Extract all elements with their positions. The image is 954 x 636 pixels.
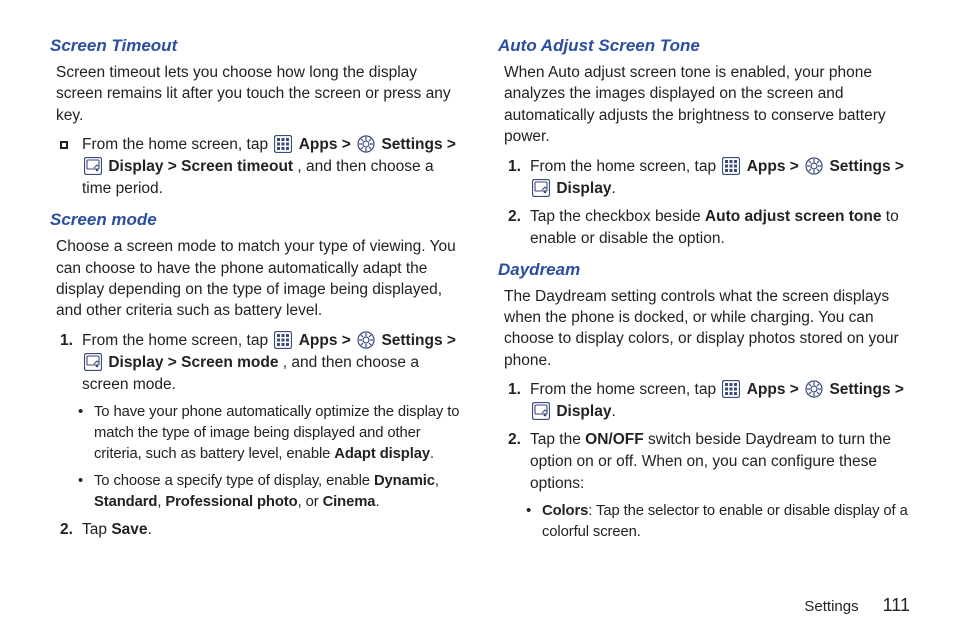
bold: Professional photo — [165, 494, 297, 510]
text: Tap — [82, 521, 111, 538]
heading-auto-adjust: Auto Adjust Screen Tone — [498, 36, 914, 56]
bold: Auto adjust screen tone — [705, 208, 882, 225]
footer-section: Settings — [804, 598, 858, 615]
bold: Save — [111, 521, 147, 538]
footer-page-number: 111 — [883, 595, 910, 616]
left-column: Screen Timeout Screen timeout lets you c… — [50, 34, 466, 549]
text: , or — [298, 494, 323, 510]
settings-label: Settings > — [829, 381, 904, 398]
display-label: Display — [556, 403, 611, 420]
page-footer: Settings 111 — [804, 595, 910, 616]
apps-icon — [274, 135, 292, 153]
display-label: Display > Screen timeout — [108, 158, 293, 175]
text: . — [611, 403, 615, 420]
text: From the home screen, tap — [530, 381, 720, 398]
heading-screen-mode: Screen mode — [50, 210, 466, 230]
step-auto-2: 2. Tap the checkbox beside Auto adjust s… — [508, 206, 914, 250]
apps-label: Apps > — [747, 158, 803, 175]
step-daydream-2: 2. Tap the ON/OFF switch beside Daydream… — [508, 429, 914, 495]
bold: ON/OFF — [585, 431, 644, 448]
apps-label: Apps > — [299, 332, 355, 349]
step-auto-1: 1. From the home screen, tap Apps > Sett… — [508, 156, 914, 200]
display-label: Display — [556, 180, 611, 197]
bullet-display-types: • To choose a specify type of display, e… — [78, 471, 466, 513]
step-mode-2: 2. Tap Save. — [60, 519, 466, 541]
bold: Dynamic — [374, 473, 435, 489]
settings-icon — [357, 331, 375, 349]
bold: Adapt display — [334, 446, 430, 462]
step-daydream-1: 1. From the home screen, tap Apps > Sett… — [508, 379, 914, 423]
text: From the home screen, tap — [82, 332, 272, 349]
display-icon — [84, 157, 102, 175]
text: : Tap the selector to enable or disable … — [542, 503, 908, 540]
square-bullet-icon — [60, 141, 68, 149]
display-label: Display > Screen mode — [108, 354, 278, 371]
apps-icon — [722, 380, 740, 398]
settings-label: Settings > — [381, 332, 456, 349]
apps-label: Apps > — [747, 381, 803, 398]
heading-screen-timeout: Screen Timeout — [50, 36, 466, 56]
settings-label: Settings > — [829, 158, 904, 175]
text: Tap the checkbox beside — [530, 208, 705, 225]
heading-daydream: Daydream — [498, 260, 914, 280]
text: From the home screen, tap — [530, 158, 720, 175]
text: To choose a specify type of display, ena… — [94, 473, 374, 489]
display-icon — [532, 402, 550, 420]
text: . — [611, 180, 615, 197]
intro-daydream: The Daydream setting controls what the s… — [504, 286, 908, 372]
bold: Standard — [94, 494, 157, 510]
settings-icon — [805, 380, 823, 398]
bullet-colors: • Colors: Tap the selector to enable or … — [526, 501, 914, 543]
settings-icon — [357, 135, 375, 153]
settings-label: Settings > — [381, 136, 456, 153]
text: From the home screen, tap — [82, 136, 272, 153]
text: Tap the — [530, 431, 585, 448]
intro-auto-adjust: When Auto adjust screen tone is enabled,… — [504, 62, 908, 148]
bold: Cinema — [323, 494, 376, 510]
display-icon — [532, 179, 550, 197]
text: . — [430, 446, 434, 462]
intro-screen-mode: Choose a screen mode to match your type … — [56, 236, 460, 322]
step-timeout: From the home screen, tap Apps > Setting… — [60, 134, 466, 200]
apps-label: Apps > — [299, 136, 355, 153]
settings-icon — [805, 157, 823, 175]
page-columns: Screen Timeout Screen timeout lets you c… — [50, 34, 914, 549]
intro-screen-timeout: Screen timeout lets you choose how long … — [56, 62, 460, 126]
display-icon — [84, 353, 102, 371]
apps-icon — [722, 157, 740, 175]
text: . — [148, 521, 152, 538]
step-mode-1: 1. From the home screen, tap Apps > Sett… — [60, 330, 466, 396]
text: , — [435, 473, 439, 489]
right-column: Auto Adjust Screen Tone When Auto adjust… — [498, 34, 914, 549]
bullet-adapt-display: • To have your phone automatically optim… — [78, 402, 466, 465]
bold: Colors — [542, 503, 588, 519]
apps-icon — [274, 331, 292, 349]
text: . — [375, 494, 379, 510]
